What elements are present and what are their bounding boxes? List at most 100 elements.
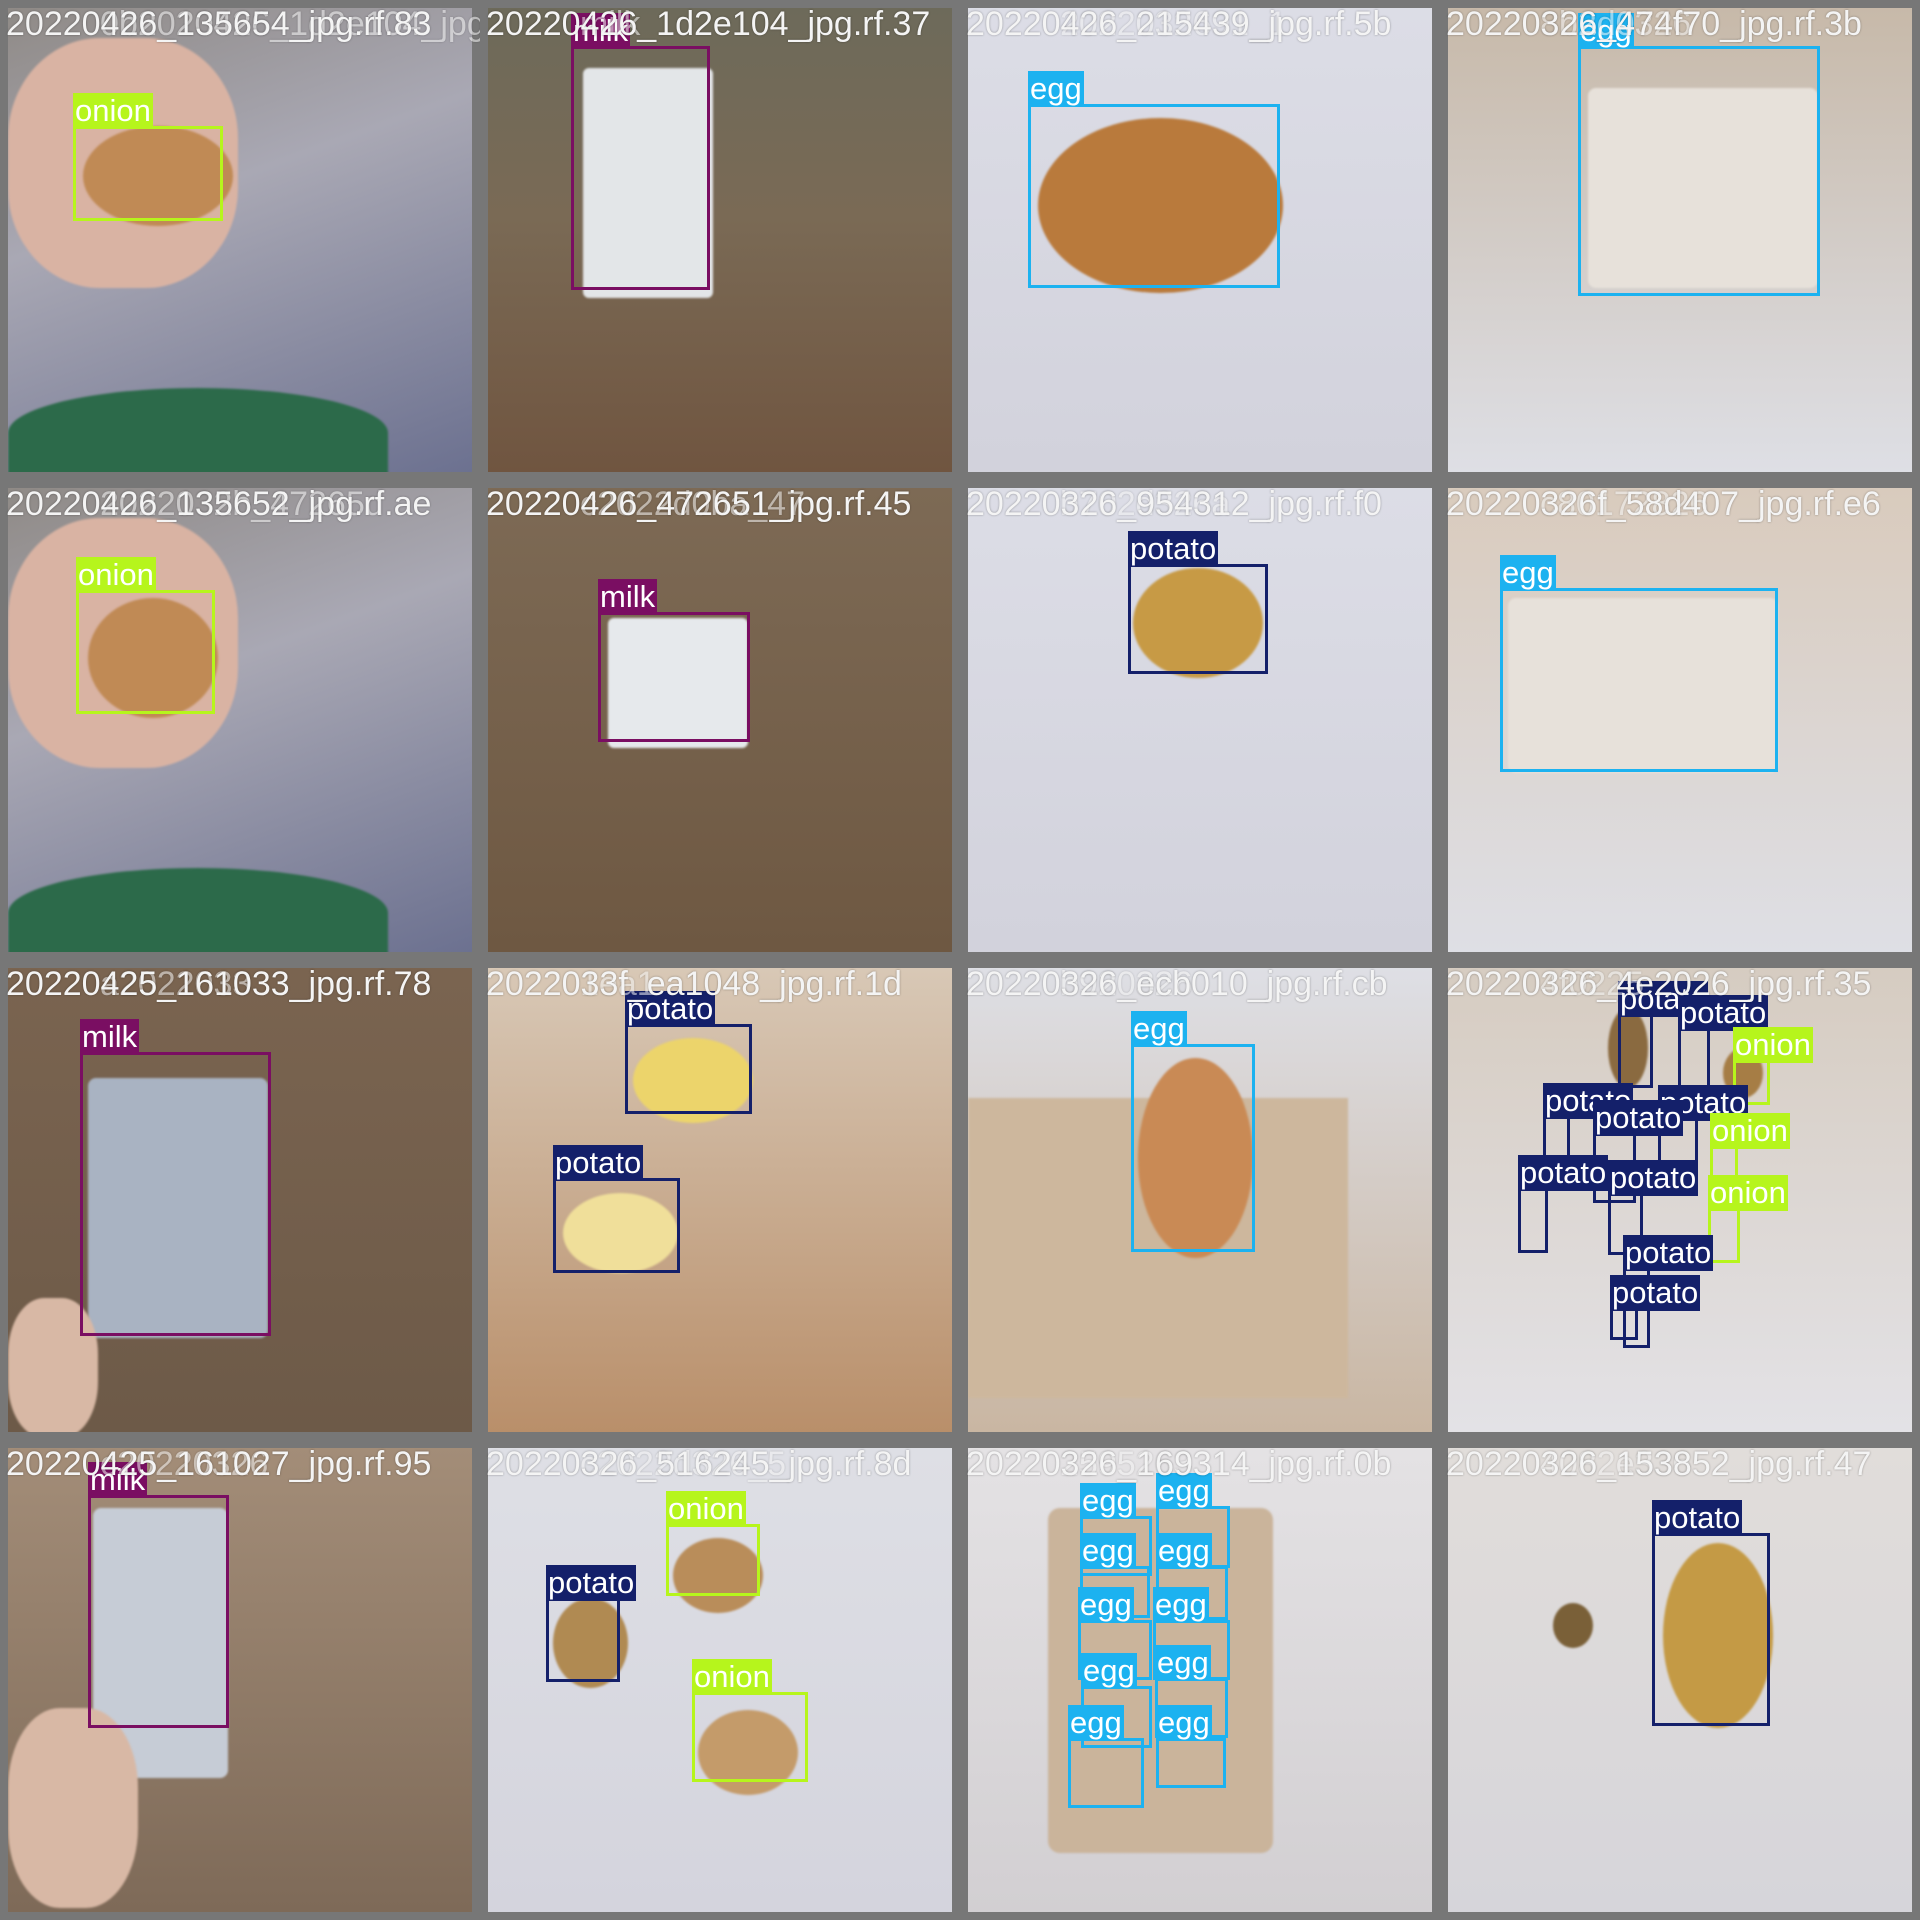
detection-box-potato[interactable]: potato [1652, 1500, 1770, 1726]
detection-box-onion[interactable]: onion [666, 1491, 760, 1596]
tile-photo: egg [968, 8, 1432, 472]
tile-title: 20220426_135652_jpg.rf.ae [6, 485, 432, 523]
detection-label: milk [571, 13, 631, 49]
tile-photo: potato [968, 488, 1432, 952]
detection-label: onion [76, 557, 156, 593]
detection-box-egg[interactable]: egg [1068, 1705, 1144, 1808]
mosaic-tile[interactable]: onion 0b2020426_1d2e104_jpg.rf.3720220426… [0, 0, 480, 480]
detection-box-onion[interactable]: onion [692, 1659, 808, 1782]
mosaic-tile[interactable]: milk c2022d0ba_47 20220426_472651_jpg.rf.4… [480, 480, 960, 960]
detection-box-egg[interactable]: egg [1028, 71, 1280, 288]
mosaic-tile[interactable]: onion potato onion c2022d326_5 20220326_5162… [480, 1440, 960, 1920]
photo-object [633, 1038, 753, 1123]
mosaic-tile[interactable]: egg b920326 20220326_ecb010_jpg.rf.cb [960, 960, 1440, 1440]
mosaic-tile[interactable]: milk milk 20220426_1d2e104_jpg.rf.37 [480, 0, 960, 480]
mosaic-tile[interactable]: potato b702d326a 20220326_954312_jpg.rf.f0 [960, 480, 1440, 960]
detection-box-potato[interactable]: potato [1610, 1275, 1701, 1340]
tile-photo: egg [968, 968, 1432, 1432]
detection-label: milk [80, 1019, 140, 1055]
detection-box-egg[interactable]: egg [1156, 1705, 1226, 1788]
mosaic-tile[interactable]: egg 2022032691_1 20220426_215439_jpg.rf.5b [960, 0, 1440, 480]
photo-object [673, 1538, 763, 1613]
tile-title-overlap: c20220326 [100, 1445, 269, 1483]
detection-box-onion[interactable]: onion [73, 93, 223, 221]
detection-box-potato[interactable]: potato [1678, 995, 1769, 1088]
detection-box-egg[interactable]: egg [1080, 1533, 1150, 1618]
detection-box-milk[interactable]: milk [88, 1462, 229, 1728]
tile-photo: milk [488, 488, 952, 952]
tile-photo: milk [8, 968, 472, 1432]
tile-title: 20220326_153852_jpg.rf.47 [1446, 1445, 1872, 1483]
detection-box-onion[interactable]: onion [76, 557, 215, 714]
tile-title-overlap: b920326 [1060, 965, 1193, 1003]
detection-label: egg [1500, 555, 1556, 591]
detection-box-egg[interactable]: egg [1080, 1483, 1152, 1576]
detection-box-egg[interactable]: egg [1156, 1533, 1228, 1620]
detection-box-potato[interactable]: potato [1618, 981, 1709, 1088]
detection-label: potato [1610, 1275, 1701, 1311]
detection-box-egg[interactable]: egg [1153, 1587, 1230, 1680]
photo-object [1508, 598, 1778, 773]
detection-box-potato[interactable]: potato [1128, 531, 1268, 674]
photo-object [83, 126, 233, 226]
tile-title-overlap: c80172826 [1540, 485, 1709, 523]
detection-box-egg[interactable]: egg [1081, 1653, 1152, 1748]
tile-title-overlap: c2022d0ba_47 [580, 485, 806, 523]
tile-title-overlap: c2022d326_5 [580, 1445, 787, 1483]
detection-box-potato[interactable]: potato [546, 1565, 637, 1682]
tile-title: 20220326_4e2026_jpg.rf.35 [1446, 965, 1872, 1003]
tile-title: 20220326_474f70_jpg.rf.3b [1446, 5, 1862, 43]
photo-object [8, 868, 388, 952]
detection-box-egg[interactable]: egg [1578, 13, 1820, 296]
detection-box-onion[interactable]: onion [1733, 1027, 1813, 1105]
mosaic-tile[interactable]: milk c20220326 20220425_161027_jpg.rf.95 [0, 1440, 480, 1920]
tile-photo: potato potato onion potato potato potato onion… [1448, 968, 1912, 1432]
detection-label: egg [1156, 1533, 1212, 1569]
mosaic-tile[interactable]: potato potato 1ea1 2022033f_ea1048_jpg.rf.1… [480, 960, 960, 1440]
tile-title-overlap: 4f0225 [1540, 965, 1644, 1003]
detection-box-milk[interactable]: milk [571, 13, 710, 290]
mosaic-tile[interactable]: milk a2022033 20220425_161033_jpg.rf.78 [0, 960, 480, 1440]
tile-title: 20220326_516245_jpg.rf.8d [486, 1445, 912, 1483]
detection-label: egg [1081, 1653, 1137, 1689]
tile-title-overlap: 2022032b_47265d [100, 485, 384, 523]
tile-photo: onion [8, 488, 472, 952]
tile-title-overlap: a2022033 [100, 965, 252, 1003]
tile-title: 20220426_472651_jpg.rf.45 [486, 485, 912, 523]
tile-title-overlap: milk [580, 5, 641, 43]
photo-object [88, 1078, 268, 1338]
detection-box-milk[interactable]: milk [80, 1019, 271, 1336]
mosaic-tile[interactable]: egg 8b2d0326 20220326_474f70_jpg.rf.3b [1440, 0, 1920, 480]
tile-photo: potato potato [488, 968, 952, 1432]
tile-photo: potato [1448, 1448, 1912, 1912]
detection-box-potato[interactable]: potato [625, 991, 752, 1114]
detection-label: potato [1593, 1100, 1684, 1136]
mosaic-tile[interactable]: egg egg egg egg egg egg egg egg egg egg 2595263 202… [960, 1440, 1440, 1920]
detection-label: milk [598, 579, 658, 615]
detection-box-potato[interactable]: potato [553, 1145, 680, 1273]
detection-box-egg[interactable]: egg [1500, 555, 1778, 772]
mosaic-tile[interactable]: potato potato onion potato potato potato onion… [1440, 960, 1920, 1440]
detection-box-egg[interactable]: egg [1131, 1011, 1255, 1252]
detection-label: onion [692, 1659, 772, 1695]
detection-label: potato [546, 1565, 637, 1601]
detection-label: potato [1128, 531, 1219, 567]
detection-box-egg[interactable]: egg [1155, 1645, 1228, 1738]
photo-object [8, 388, 388, 472]
detection-box-onion[interactable]: onion [1710, 1113, 1790, 1180]
photo-object [608, 618, 748, 748]
tile-title: 20220426_135654_jpg.rf.83 [6, 5, 432, 43]
detection-label: egg [1156, 1705, 1212, 1741]
detection-label: egg [1028, 71, 1084, 107]
mosaic-tile[interactable]: potato 4082e336 20220326_153852_jpg.rf.47 [1440, 1440, 1920, 1920]
detection-label: egg [1078, 1587, 1134, 1623]
detection-box-potato[interactable]: potato [1518, 1155, 1609, 1253]
detection-label: egg [1156, 1473, 1212, 1509]
mosaic-tile[interactable]: onion 2022032b_47265d 20220426_135652_jpg.… [0, 480, 480, 960]
tile-title: 20220426_215439_jpg.rf.5b [966, 5, 1392, 43]
mosaic-tile[interactable]: egg c80172826 20220326f_58d407_jpg.rf.e6 [1440, 480, 1920, 960]
detection-box-milk[interactable]: milk [598, 579, 750, 742]
detection-label: onion [666, 1491, 746, 1527]
tile-title: 20220326f_58d407_jpg.rf.e6 [1446, 485, 1881, 523]
photo-object [1588, 88, 1818, 288]
